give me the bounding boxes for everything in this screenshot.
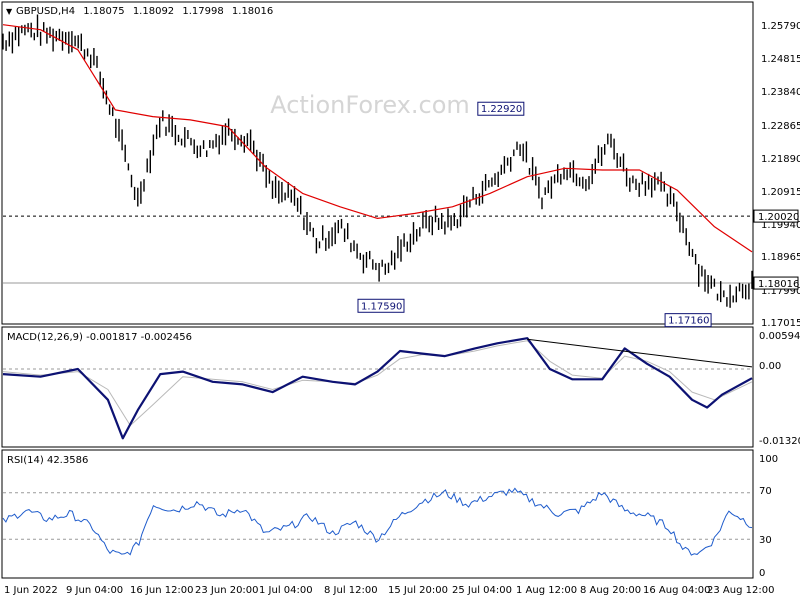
current-price-tag-text: 1.18016 (758, 279, 799, 290)
price-panel-frame (1, 1, 754, 325)
price-tick: 1.17990 (761, 286, 800, 297)
time-tick: 1 Jun 2022 (4, 585, 58, 596)
macd-axis: 0.005941 0.00 -0.013207 (759, 331, 800, 447)
rsi-axis: 100 70 30 0 (759, 454, 778, 579)
rsi-tick: 70 (759, 486, 772, 497)
price-tick: 1.25790 (761, 21, 800, 32)
close-value: 1.18016 (232, 6, 273, 17)
low-value: 1.17998 (182, 6, 223, 17)
high-value: 1.18092 (133, 6, 174, 17)
swing-label-box (664, 313, 712, 328)
resistance-price-tag: 1.20020 (753, 209, 799, 223)
open-value: 1.18075 (83, 6, 124, 17)
time-tick: 1 Jul 04:00 (259, 585, 313, 596)
swing-label: 1.17160 (664, 313, 712, 328)
macd-panel-frame (1, 326, 754, 448)
chart-marks: 1.20020 1.18016 1.17590 1.17160 1.22920 (2, 14, 799, 556)
swing-label: 1.17590 (357, 298, 405, 313)
resistance-price-tag-box (753, 209, 799, 223)
macd-line (2, 337, 753, 440)
current-price-tag: 1.18016 (753, 276, 799, 290)
rsi-tick: 0 (759, 568, 765, 579)
moving-average-line (2, 24, 753, 253)
price-tick: 1.19940 (761, 220, 800, 231)
time-tick: 8 Jul 12:00 (324, 585, 378, 596)
rsi-tick: 100 (759, 454, 778, 465)
swing-label-text: 1.22920 (481, 104, 522, 115)
time-tick: 23 Jun 20:00 (195, 585, 259, 596)
resistance-price-tag-text: 1.20020 (758, 212, 799, 223)
macd-tick: 0.005941 (759, 331, 800, 342)
price-tick: 1.22865 (761, 121, 800, 132)
collapse-arrow-icon[interactable]: ▼ (6, 7, 13, 16)
price-tick: 1.24815 (761, 54, 800, 65)
time-axis: 1 Jun 2022 9 Jun 04:00 16 Jun 12:00 23 J… (4, 585, 774, 596)
time-tick: 16 Jun 12:00 (130, 585, 194, 596)
swing-label-box (357, 298, 405, 313)
time-tick: 25 Jul 04:00 (452, 585, 512, 596)
price-bars (2, 14, 753, 308)
macd-trendline (527, 338, 753, 368)
time-tick: 8 Aug 20:00 (580, 585, 641, 596)
swing-label-box (477, 101, 525, 116)
time-tick: 1 Aug 12:00 (516, 585, 577, 596)
price-axis: 1.25790 1.24815 1.23840 1.22865 1.21890 … (761, 21, 800, 329)
price-header: ▼ GBPUSD,H4 1.18075 1.18092 1.17998 1.18… (6, 6, 273, 17)
price-tick: 1.20915 (761, 187, 800, 198)
price-tick: 1.18965 (761, 252, 800, 263)
time-tick: 15 Jul 20:00 (388, 585, 448, 596)
current-price-tag-box (753, 276, 799, 290)
swing-label-text: 1.17160 (668, 316, 709, 327)
macd-signal-line (2, 340, 753, 426)
macd-tick: 0.00 (759, 361, 781, 372)
price-tick: 1.17015 (761, 318, 800, 329)
rsi-label: RSI(14) 42.3586 (7, 455, 88, 466)
time-tick: 9 Jun 04:00 (66, 585, 123, 596)
swing-label-text: 1.17590 (361, 301, 402, 312)
time-tick: 23 Aug 12:00 (707, 585, 774, 596)
time-tick: 16 Aug 04:00 (643, 585, 710, 596)
rsi-line (2, 487, 753, 556)
rsi-panel-frame (1, 449, 754, 579)
macd-label: MACD(12,26,9) -0.001817 -0.002456 (7, 332, 192, 343)
price-tick: 1.21890 (761, 154, 800, 165)
rsi-tick: 30 (759, 535, 772, 546)
macd-tick: -0.013207 (759, 436, 800, 447)
swing-label: 1.22920 (477, 101, 525, 116)
watermark: ActionForex.com (270, 91, 470, 119)
price-tick: 1.23840 (761, 87, 800, 98)
symbol-label: GBPUSD,H4 (16, 6, 75, 17)
svg-text:GBPUSD,H4 1.18075: GBPUSD,H4 1.18075 1.18092 1.17998 1.1801… (16, 6, 273, 17)
